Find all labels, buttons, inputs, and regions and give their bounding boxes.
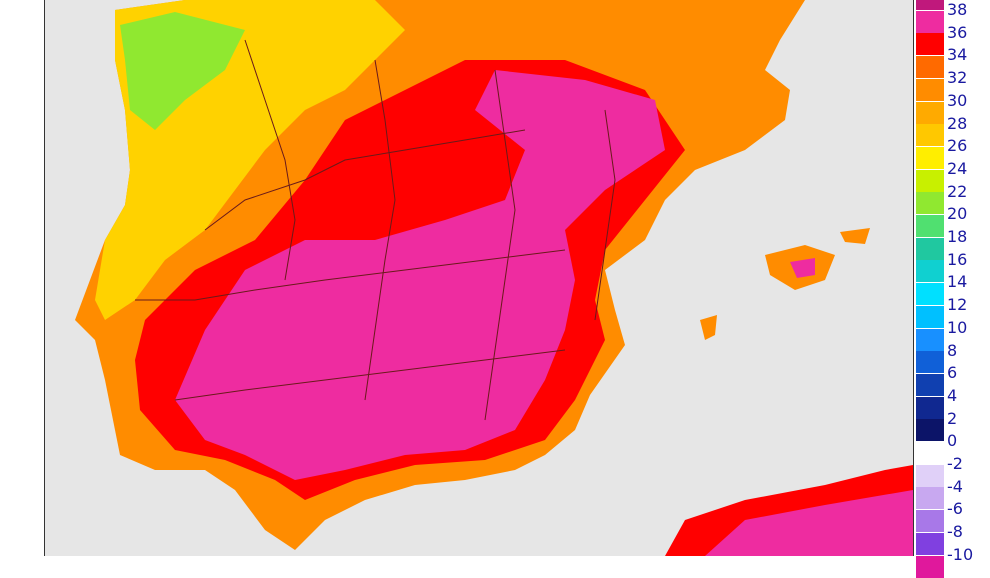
iberia-land-green (120, 12, 245, 130)
legend-label: 14 (947, 272, 968, 292)
legend-swatch (916, 464, 944, 487)
legend-swatch (916, 237, 944, 260)
legend-swatch (916, 442, 944, 464)
legend-swatch (916, 510, 944, 533)
legend-swatch (916, 305, 944, 328)
legend-swatch (916, 328, 944, 351)
legend-swatch (916, 260, 944, 283)
ibiza-island (700, 315, 717, 340)
legend-label: 2 (947, 408, 958, 428)
legend-label: 26 (947, 136, 968, 156)
legend-label: 30 (947, 90, 968, 110)
legend-label: 12 (947, 295, 968, 315)
legend-label: 24 (947, 158, 968, 178)
iberia-map-svg (75, 0, 913, 556)
mallorca-hot (790, 258, 815, 278)
legend-swatch (916, 192, 944, 215)
region-borders (135, 39, 616, 421)
legend-swatch (916, 146, 944, 169)
legend-swatch (916, 0, 944, 10)
legend-label: 0 (947, 431, 958, 451)
legend-label: 32 (947, 68, 968, 88)
iberia-land-hottest (175, 70, 665, 480)
legend-label: 4 (947, 385, 958, 405)
legend-label: 22 (947, 181, 968, 201)
legend-swatch (916, 555, 944, 578)
legend-swatch (916, 487, 944, 510)
legend-swatch (916, 396, 944, 419)
legend-label: -10 (947, 544, 974, 564)
legend-label: 38 (947, 0, 968, 19)
legend-swatch (916, 351, 944, 374)
legend-swatch (916, 56, 944, 79)
legend-swatch (916, 101, 944, 124)
legend-label: 8 (947, 340, 958, 360)
legend-label: 10 (947, 317, 968, 337)
legend-label: -2 (947, 454, 963, 473)
legend-swatch (916, 419, 944, 442)
legend-swatch (916, 169, 944, 192)
legend-label: -4 (947, 476, 963, 496)
legend-swatch (916, 10, 944, 33)
legend-label: 36 (947, 22, 968, 42)
legend-label: 16 (947, 249, 968, 269)
legend-swatch (916, 78, 944, 101)
legend-swatch (916, 215, 944, 237)
temperature-map (44, 0, 914, 556)
legend-swatch (916, 532, 944, 555)
legend-swatch (916, 373, 944, 396)
legend-label: -6 (947, 499, 963, 519)
legend-label: 20 (947, 204, 968, 224)
temperature-legend: 38 36 34 32 30 28 26 24 22 20 18 16 14 12 10 8 6 4 2 0 -2 -4-… (914, 0, 990, 578)
legend-swatch (916, 33, 944, 56)
legend-label: 28 (947, 113, 968, 133)
legend-swatch (916, 283, 944, 306)
menorca-island (840, 228, 870, 244)
legend-label: 34 (947, 45, 968, 65)
legend-label: -8 (947, 522, 963, 542)
africa-coast-hot (705, 490, 913, 556)
legend-swatch (916, 124, 944, 147)
legend-label: 6 (947, 363, 958, 383)
legend-label: 18 (947, 227, 968, 246)
